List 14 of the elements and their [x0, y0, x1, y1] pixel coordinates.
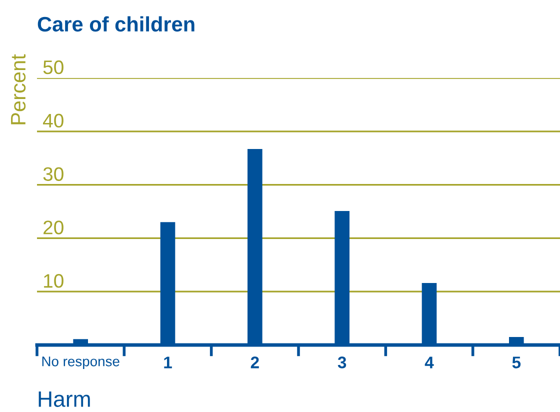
y-axis-title: Percent — [11, 54, 26, 124]
x-tick-label: No response — [42, 356, 120, 370]
x-axis-title: Harm — [38, 391, 90, 407]
x-tick-label: 2 — [250, 356, 259, 368]
y-tick-label: 50 — [43, 60, 64, 74]
x-tick-label: 4 — [424, 356, 434, 368]
y-tick-label: 20 — [44, 220, 64, 234]
y-tick-label: 10 — [44, 274, 64, 288]
x-tick-label: 5 — [512, 356, 521, 368]
y-tick-label: 40 — [43, 114, 64, 128]
y-tick-label: 30 — [43, 167, 64, 181]
x-tick-label: 1 — [164, 356, 172, 368]
chart-title: Care of children — [38, 16, 194, 32]
x-tick-label: 3 — [338, 356, 346, 368]
